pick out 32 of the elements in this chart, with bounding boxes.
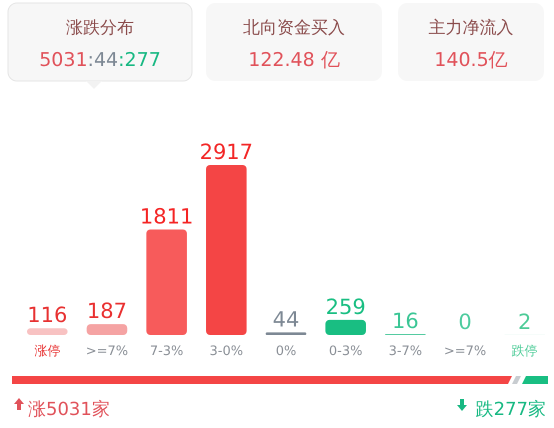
- x-tick-label: 涨停: [34, 344, 60, 359]
- data-label: 44: [272, 307, 300, 332]
- text: 140.5亿: [434, 49, 508, 71]
- x-tick-label: 7-3%: [150, 344, 184, 359]
- x-tick-label: 0%: [276, 344, 296, 359]
- bar: [266, 332, 306, 335]
- data-label: 116: [27, 303, 68, 328]
- data-label: 187: [86, 299, 128, 324]
- text: 北向资金买入: [243, 18, 345, 38]
- x-tick-label: 3-0%: [210, 344, 244, 359]
- bar: [325, 320, 366, 335]
- text: 主力净流入: [428, 18, 514, 38]
- bar: [86, 324, 128, 335]
- text: 涨5031家: [28, 399, 110, 420]
- data-label: 2917: [200, 140, 254, 164]
- data-label: 2: [518, 310, 532, 334]
- data-label: 0: [458, 310, 472, 334]
- x-tick-label: >=7%: [86, 344, 128, 359]
- x-tick-label: 0-3%: [328, 344, 362, 359]
- x-tick-label: 跌停: [512, 344, 538, 359]
- data-label: 259: [326, 294, 366, 319]
- bar: [146, 229, 187, 335]
- text: 跌277家: [476, 399, 546, 420]
- data-label: 1811: [140, 204, 194, 228]
- x-tick-label: 3-7%: [388, 344, 422, 359]
- text: 122.48 亿: [248, 49, 340, 71]
- x-tick-label: >=7%: [444, 344, 486, 359]
- data-label: 16: [392, 309, 419, 334]
- text: 涨跌分布: [66, 18, 134, 38]
- bar: [206, 165, 247, 335]
- bar: [26, 328, 68, 335]
- text: 5031:44:277: [39, 49, 161, 71]
